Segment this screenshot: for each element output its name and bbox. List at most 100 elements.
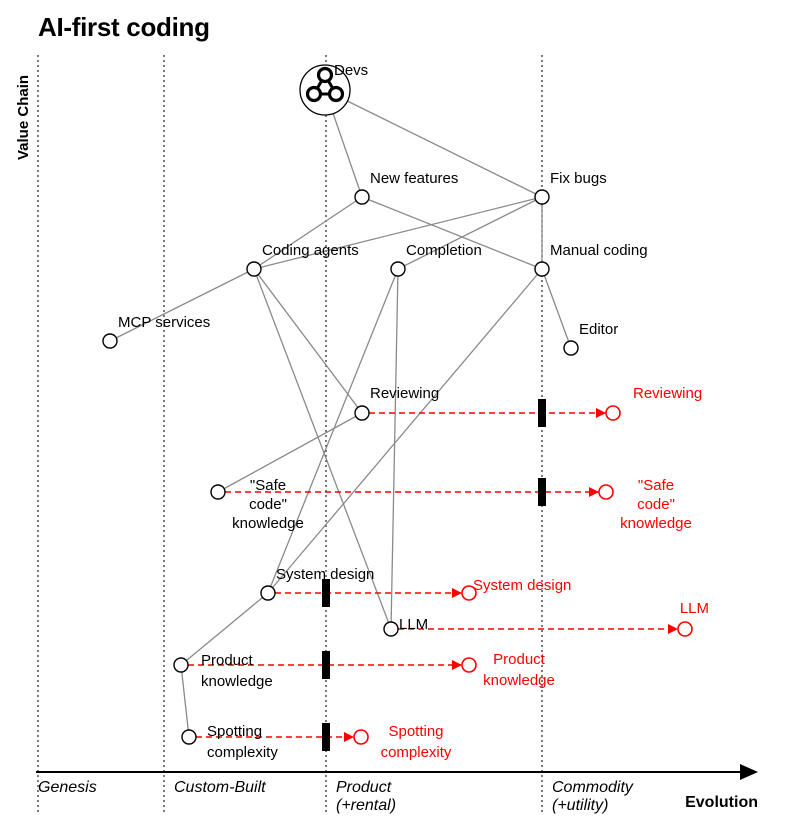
inertia-bar bbox=[322, 723, 330, 751]
user-group-icon bbox=[305, 66, 345, 103]
stage-label-genesis: Genesis bbox=[38, 779, 97, 796]
component-label-new-features: New features bbox=[370, 170, 458, 187]
component-node bbox=[563, 340, 579, 356]
component-node bbox=[383, 621, 399, 637]
evolved-label-product-knowledge: knowledge bbox=[483, 672, 555, 689]
inertia-bar bbox=[538, 478, 546, 506]
component-llm: LLM bbox=[383, 616, 428, 637]
inertia-bar bbox=[322, 579, 330, 607]
component-node bbox=[534, 261, 550, 277]
component-label-mcp-services: MCP services bbox=[118, 314, 210, 331]
component-label-product-knowledge: Product bbox=[201, 652, 254, 669]
evolved-label-reviewing: Reviewing bbox=[633, 385, 702, 402]
link-product-knowledge-to-spotting-complexity bbox=[180, 664, 190, 738]
evolved-node bbox=[461, 657, 477, 673]
stage-label-product-rental: (+rental) bbox=[336, 797, 396, 814]
component-mcp-services: MCP services bbox=[102, 314, 210, 349]
component-node bbox=[210, 484, 226, 500]
link-fix-bugs-to-coding-agents bbox=[253, 196, 543, 270]
anchor-label: Devs bbox=[334, 62, 368, 79]
stage-label-commodity-utility: (+utility) bbox=[552, 797, 608, 814]
component-new-features: New features bbox=[354, 170, 458, 205]
component-node bbox=[260, 585, 276, 601]
component-label-spotting-complexity: Spotting bbox=[207, 723, 262, 740]
stage-label-product: Product bbox=[336, 779, 392, 796]
component-label-coding-agents: Coding agents bbox=[262, 242, 359, 259]
evolved-label-safe-code: knowledge bbox=[620, 515, 692, 532]
link-system-design-to-product-knowledge bbox=[180, 592, 269, 666]
link-coding-agents-to-mcp-services bbox=[109, 268, 255, 342]
evolved-label-safe-code: "Safe bbox=[638, 477, 674, 494]
link-new-features-to-manual-coding bbox=[361, 196, 543, 270]
component-system-design: System design bbox=[260, 566, 374, 601]
evolved-label-product-knowledge: Product bbox=[493, 651, 546, 668]
component-label-safe-code: "Safe bbox=[250, 477, 286, 494]
link-coding-agents-to-reviewing bbox=[253, 268, 363, 414]
evolution-axis-label: Evolution bbox=[685, 794, 758, 811]
stage-label-custom-built: Custom-Built bbox=[174, 779, 266, 796]
anchor-circle bbox=[299, 64, 351, 116]
component-label-spotting-complexity: complexity bbox=[207, 744, 278, 761]
component-label-product-knowledge: knowledge bbox=[201, 673, 273, 690]
evolved-label-spotting-complexity: Spotting bbox=[388, 723, 443, 740]
component-label-safe-code: knowledge bbox=[232, 515, 304, 532]
component-node bbox=[173, 657, 189, 673]
evolved-node bbox=[677, 621, 693, 637]
evolved-label-safe-code: code" bbox=[637, 496, 675, 513]
component-product-knowledge: Product knowledge bbox=[173, 652, 273, 690]
link-devs-to-fix-bugs bbox=[324, 89, 543, 198]
map-title: AI-first coding bbox=[38, 12, 210, 42]
evolved-label-llm: LLM bbox=[680, 600, 709, 617]
evolution-product-knowledge: Product knowledge bbox=[188, 651, 555, 689]
link-coding-agents-to-llm bbox=[253, 268, 392, 630]
component-label-completion: Completion bbox=[406, 242, 482, 259]
evolved-label-spotting-complexity: complexity bbox=[381, 744, 452, 761]
component-node bbox=[102, 333, 118, 349]
component-label-fix-bugs: Fix bugs bbox=[550, 170, 607, 187]
component-editor: Editor bbox=[563, 321, 618, 356]
link-reviewing-to-safe-code bbox=[217, 412, 363, 493]
inertia-bar bbox=[538, 399, 546, 427]
component-node bbox=[534, 189, 550, 205]
component-node bbox=[246, 261, 262, 277]
anchor-devs: Devs bbox=[299, 62, 368, 116]
component-label-editor: Editor bbox=[579, 321, 618, 338]
link-fix-bugs-to-completion bbox=[397, 196, 543, 270]
link-completion-to-system-design bbox=[267, 268, 399, 594]
link-manual-coding-to-editor bbox=[541, 268, 572, 349]
map-axes: Value Chain Evolution Genesis Custom-Built P… bbox=[15, 75, 758, 814]
component-label-reviewing: Reviewing bbox=[370, 385, 439, 402]
component-safe-code: "Safe code" knowledge bbox=[210, 477, 304, 532]
component-label-manual-coding: Manual coding bbox=[550, 242, 648, 259]
inertia-bar bbox=[322, 651, 330, 679]
evolution-llm: LLM bbox=[398, 600, 709, 637]
component-node bbox=[354, 189, 370, 205]
evolved-node bbox=[605, 405, 621, 421]
components: Devs New features Fix bugs Coding agents Com… bbox=[102, 62, 648, 761]
component-label-safe-code: code" bbox=[249, 496, 287, 513]
component-manual-coding: Manual coding bbox=[534, 242, 648, 277]
component-label-llm: LLM bbox=[399, 616, 428, 633]
evolution-spotting-complexity: Spotting complexity bbox=[196, 723, 452, 761]
evolved-node bbox=[598, 484, 614, 500]
evolution-movements: Reviewing "Safe code" knowledge System desig… bbox=[188, 385, 709, 761]
evolution-system-design: System design bbox=[275, 577, 571, 607]
component-fix-bugs: Fix bugs bbox=[534, 170, 607, 205]
evolved-node bbox=[461, 585, 477, 601]
component-coding-agents: Coding agents bbox=[246, 242, 359, 277]
evolution-safe-code: "Safe code" knowledge bbox=[225, 477, 692, 532]
component-node bbox=[181, 729, 197, 745]
component-completion: Completion bbox=[390, 242, 482, 277]
stage-label-commodity: Commodity bbox=[552, 779, 634, 796]
component-label-system-design: System design bbox=[276, 566, 374, 583]
evolution-reviewing: Reviewing bbox=[369, 385, 702, 427]
component-node bbox=[390, 261, 406, 277]
component-spotting-complexity: Spotting complexity bbox=[181, 723, 278, 761]
evolution-axis-arrowhead bbox=[740, 764, 758, 780]
component-node bbox=[354, 405, 370, 421]
evolved-node bbox=[353, 729, 369, 745]
link-manual-coding-to-system-design bbox=[267, 268, 543, 594]
value-chain-axis-label: Value Chain bbox=[15, 75, 32, 160]
dependency-links bbox=[109, 89, 572, 738]
